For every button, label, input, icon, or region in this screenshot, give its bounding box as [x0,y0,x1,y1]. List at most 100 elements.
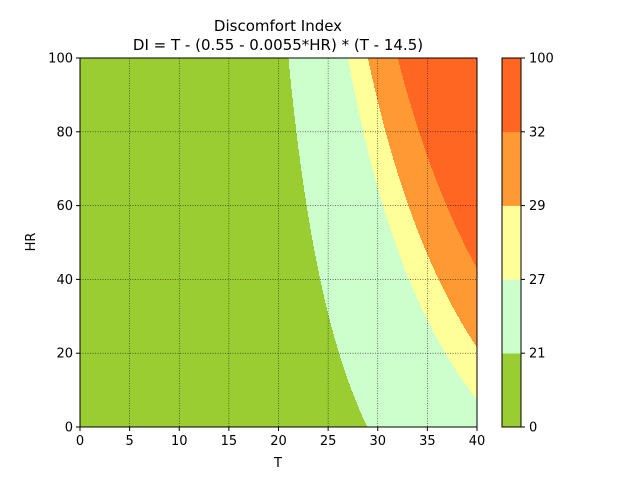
level-band-segment [369,153,392,155]
level-band-segment [301,169,373,171]
level-band-segment [436,180,477,182]
level-band-segment [405,196,443,198]
level-band-segment [418,232,459,234]
level-band-segment [319,275,407,277]
level-band-segment [297,137,365,139]
level-band-segment [302,171,373,173]
level-band-segment [389,225,416,227]
level-band-segment [472,340,477,342]
level-band-segment [389,142,423,144]
level-band-segment [292,94,355,96]
level-band-segment [441,284,477,286]
level-band-segment [365,139,388,141]
level-band-segment [410,281,440,283]
level-band-segment [332,329,432,331]
level-band-segment [360,115,381,117]
level-band-segment [462,323,477,325]
level-band-segment [371,73,402,75]
level-band-segment [418,127,477,129]
level-band-segment [434,174,477,176]
level-band-segment [349,64,369,66]
level-band-segment [298,147,367,149]
level-band-segment [316,259,401,261]
level-band-segment [295,121,361,123]
level-band-segment [419,301,450,303]
level-band-segment [390,148,425,150]
y-tick-label: 20 [56,347,73,362]
level-band-segment [418,299,449,301]
level-band-segment [360,411,477,413]
level-band-segment [409,98,477,100]
level-band-segment [374,87,406,89]
level-band-segment [393,235,420,237]
level-band-segment [385,130,419,132]
level-band-segment [366,141,388,143]
level-band-segment [434,173,477,175]
level-band-segment [379,105,411,107]
level-band-segment [475,397,477,399]
level-band-segment [469,334,477,336]
level-band-segment [354,90,375,92]
level-band-segment [387,137,421,139]
level-band-segment [369,61,399,63]
level-band-segment [301,165,372,167]
level-band-segment [321,284,411,286]
level-band-segment [368,149,391,151]
level-band-segment [463,380,477,382]
level-band-segment [459,318,477,320]
level-band-segment [400,66,477,68]
level-band-segment [388,220,414,222]
level-band-segment [376,181,400,183]
level-band-segment [291,86,353,88]
level-band-segment [434,268,477,270]
level-band-segment [305,194,380,196]
level-band-segment [301,166,372,168]
level-band-segment [423,310,455,312]
level-band-segment [305,195,380,197]
level-band-segment [402,75,477,77]
level-band-segment [351,75,372,77]
level-band-segment [407,92,477,94]
level-band-segment [411,213,450,215]
level-band-segment [314,248,397,250]
level-band-segment [398,173,434,175]
level-band-segment [317,264,403,266]
level-band-segment [292,96,356,98]
level-band-segment [404,266,433,268]
level-band-segment [297,139,365,141]
level-band-segment [401,258,429,260]
level-band-segment [406,197,443,199]
level-band-segment [393,156,427,158]
level-band-segment [459,317,477,319]
level-band-segment [400,256,428,258]
level-band-segment [345,370,456,372]
level-band-segment [348,381,463,383]
level-band-segment [370,157,393,159]
level-band-segment [322,288,413,290]
level-band-segment [368,151,391,153]
level-band-segment [290,69,350,71]
level-band-segment [444,200,477,202]
level-band-segment [456,227,477,229]
level-band-segment [414,115,477,117]
level-band-segment [345,372,457,374]
level-band-segment [415,120,477,122]
level-band-segment [452,217,477,219]
level-band-segment [396,168,432,170]
level-band-segment [469,389,477,391]
level-band-segment [378,101,410,103]
level-band-segment [397,170,433,172]
level-band-segment [422,140,477,142]
level-band-segment [303,178,375,180]
level-band-segment [395,241,422,243]
level-band-segment [426,316,458,318]
level-band-segment [397,247,424,249]
x-tick-label: 15 [221,434,238,449]
level-band-segment [306,198,381,200]
level-band-segment [410,280,439,282]
level-band-segment [393,236,420,238]
level-band-segment [361,412,477,414]
level-band-segment [305,197,381,199]
level-band-segment [323,290,414,292]
level-band-segment [453,365,477,367]
